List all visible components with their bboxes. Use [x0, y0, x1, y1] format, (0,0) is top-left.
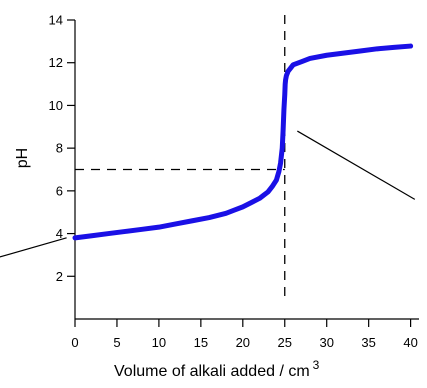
x-tick-label: 5 [113, 335, 120, 350]
annotation-pointer-line [297, 130, 416, 200]
x-tick-label: 35 [361, 335, 375, 350]
x-tick-label: 20 [236, 335, 250, 350]
reference-lines [75, 15, 286, 302]
y-tick-label: 12 [49, 55, 63, 70]
annotation-pointer-line [0, 237, 67, 258]
x-tick-label: 0 [71, 335, 78, 350]
annotation-pointers [0, 130, 416, 258]
y-tick-label: 6 [56, 183, 63, 198]
series-group [72, 43, 414, 241]
y-tick-label: 2 [56, 269, 63, 284]
y-tick-label: 4 [56, 226, 63, 241]
y-axis-label: pH [14, 148, 31, 168]
y-tick-label: 10 [49, 98, 63, 113]
x-axis-label-superscript: 3 [313, 358, 320, 372]
y-tick-label: 8 [56, 141, 63, 156]
x-tick-label: 30 [319, 335, 333, 350]
x-tick-label: 15 [194, 335, 208, 350]
x-axis-label-text: Volume of alkali added / cm [114, 363, 310, 380]
axis-labels: pH Volume of alkali added / cm 3 [14, 148, 320, 380]
y-tick-label: 14 [49, 13, 63, 28]
x-tick-label: 10 [152, 335, 166, 350]
x-tick-label: 25 [278, 335, 292, 350]
x-tick-label: 40 [403, 335, 417, 350]
x-axis-label: Volume of alkali added / cm 3 [114, 358, 320, 380]
axes: 2 4 6 8 10 12 14 0 5 10 15 20 25 30 35 40 [49, 13, 419, 350]
titration-curve [72, 43, 414, 241]
